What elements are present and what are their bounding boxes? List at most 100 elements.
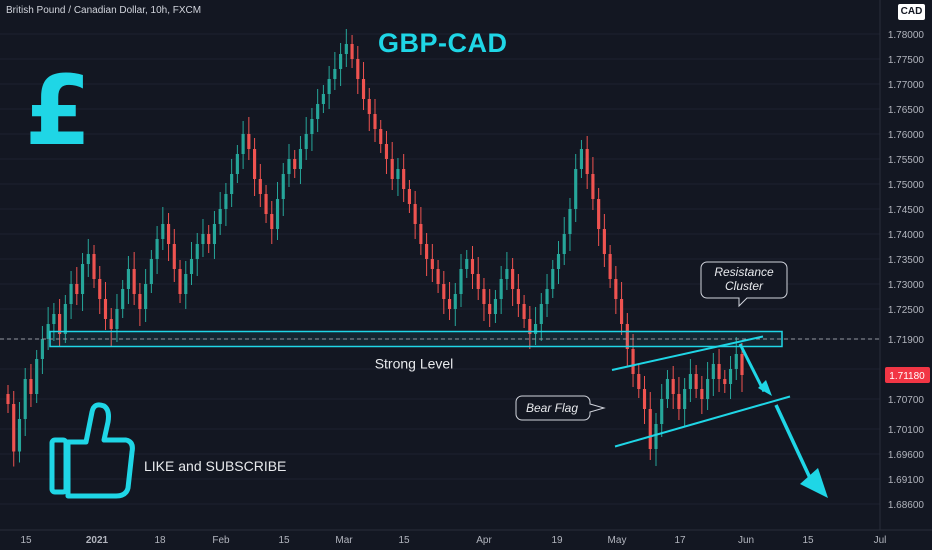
- current-price-badge: [885, 367, 930, 383]
- candle-body: [425, 244, 429, 259]
- candle-body: [511, 269, 515, 289]
- candle-body: [327, 79, 331, 94]
- candle-body: [23, 379, 27, 419]
- candle-body: [121, 289, 125, 309]
- y-tick-label: 1.76500: [888, 105, 925, 116]
- candle-body: [298, 149, 303, 169]
- candle-body: [230, 174, 234, 194]
- x-tick-label: Feb: [212, 535, 230, 546]
- arrow-short: [738, 343, 766, 393]
- y-tick-label: 1.68600: [888, 500, 925, 511]
- strong-level-label: Strong Level: [375, 356, 454, 372]
- candle-body: [453, 294, 457, 309]
- y-tick-label: 1.74500: [888, 205, 925, 216]
- candle-body: [321, 94, 325, 104]
- candle-body: [631, 349, 635, 374]
- y-tick-label: 1.75000: [888, 180, 925, 191]
- candle-body: [344, 44, 348, 54]
- candle-body: [734, 354, 738, 369]
- candle-body: [505, 269, 509, 279]
- y-tick-label: 1.73500: [888, 255, 925, 266]
- candle-body: [711, 364, 715, 379]
- y-tick-label: 1.69600: [888, 450, 925, 461]
- thumbs-up-icon: [49, 402, 135, 499]
- candle-body: [316, 104, 320, 119]
- candle-body: [178, 269, 182, 294]
- candle-body: [350, 44, 354, 59]
- candle-body: [493, 299, 497, 314]
- candle-body: [356, 59, 360, 79]
- candle-body: [109, 319, 113, 329]
- candle-body: [740, 354, 744, 375]
- candle-body: [499, 279, 503, 299]
- candle-body: [654, 424, 658, 449]
- price-axis: [880, 0, 932, 550]
- x-tick-label: May: [608, 535, 627, 546]
- resistance-cluster-label: Cluster: [725, 279, 764, 293]
- y-tick-label: 1.73000: [888, 280, 925, 291]
- candle-body: [396, 169, 400, 179]
- candle-body: [69, 284, 73, 304]
- candle-body: [465, 259, 469, 269]
- resistance-cluster-label: Resistance: [714, 265, 774, 279]
- x-tick-label: 17: [674, 535, 686, 546]
- candle-body: [92, 254, 96, 279]
- candle-body: [281, 174, 285, 199]
- candle-body: [568, 209, 572, 234]
- candle-body: [189, 259, 194, 274]
- candle-body: [648, 409, 652, 449]
- bear-flag-label: Bear Flag: [526, 401, 578, 415]
- candle-body: [275, 199, 280, 229]
- candle-body: [637, 374, 641, 389]
- candle-body: [528, 319, 532, 334]
- candle-body: [591, 174, 595, 199]
- candle-body: [373, 114, 377, 129]
- candle-body: [126, 269, 130, 289]
- candle-body: [166, 224, 171, 244]
- candle-body: [379, 129, 383, 144]
- currency-badge[interactable]: CAD: [898, 4, 925, 20]
- candle-body: [172, 244, 176, 269]
- candle-body: [551, 269, 555, 289]
- candle-body: [602, 229, 606, 254]
- candle-body: [103, 299, 108, 319]
- callout-box: [515, 395, 606, 421]
- arrow-short-head: [758, 380, 772, 396]
- candle-body: [642, 389, 647, 409]
- candle-body: [46, 324, 50, 339]
- candle-body: [419, 224, 423, 244]
- candle-body: [579, 149, 584, 169]
- candle-body: [522, 304, 526, 319]
- candle-body: [40, 339, 44, 359]
- candle-body: [310, 119, 314, 134]
- thumb-hand: [65, 402, 135, 499]
- current-price-label: 1.71180: [889, 371, 925, 382]
- candle-body: [614, 279, 618, 299]
- candle-body: [470, 259, 475, 274]
- x-tick-label: 15: [20, 535, 32, 546]
- candle-body: [447, 299, 452, 309]
- thumb-cuff: [49, 437, 69, 495]
- candle-body: [683, 389, 687, 409]
- x-tick-label: 15: [802, 535, 814, 546]
- candle-body: [224, 194, 228, 209]
- x-tick-label: Jun: [738, 535, 754, 546]
- candle-body: [218, 209, 222, 224]
- candle-body: [235, 154, 239, 174]
- candle-body: [333, 69, 337, 79]
- candle-body: [29, 379, 33, 394]
- candle-body: [270, 214, 274, 229]
- candle-body: [488, 304, 492, 314]
- candle-body: [63, 304, 67, 334]
- candle-body: [75, 284, 79, 294]
- arrow-long-head: [800, 468, 828, 498]
- candle-body: [723, 379, 727, 384]
- candle-body: [58, 314, 62, 334]
- candle-body: [384, 144, 389, 159]
- x-tick-label: Apr: [476, 535, 492, 546]
- y-tick-label: 1.72500: [888, 305, 925, 316]
- y-tick-label: 1.71900: [888, 335, 925, 346]
- candle-body: [545, 289, 549, 304]
